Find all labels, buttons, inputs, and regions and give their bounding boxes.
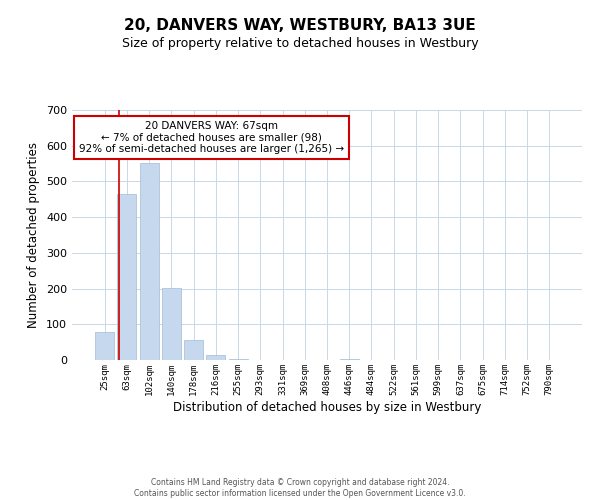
Bar (118, 194, 136, 360)
Bar (184, 340, 203, 360)
Bar (162, 288, 181, 360)
Text: Size of property relative to detached houses in Westbury: Size of property relative to detached ho… (122, 38, 478, 51)
Y-axis label: Number of detached properties: Number of detached properties (28, 142, 40, 328)
Text: Contains HM Land Registry data © Crown copyright and database right 2024.
Contai: Contains HM Land Registry data © Crown c… (134, 478, 466, 498)
Text: 20, DANVERS WAY, WESTBURY, BA13 3UE: 20, DANVERS WAY, WESTBURY, BA13 3UE (124, 18, 476, 32)
Bar (95, 332, 114, 360)
Bar (206, 355, 225, 360)
Bar (140, 163, 158, 360)
Bar (340, 358, 359, 360)
Text: 20 DANVERS WAY: 67sqm
← 7% of detached houses are smaller (98)
92% of semi-detac: 20 DANVERS WAY: 67sqm ← 7% of detached h… (79, 120, 344, 154)
X-axis label: Distribution of detached houses by size in Westbury: Distribution of detached houses by size … (173, 400, 481, 413)
